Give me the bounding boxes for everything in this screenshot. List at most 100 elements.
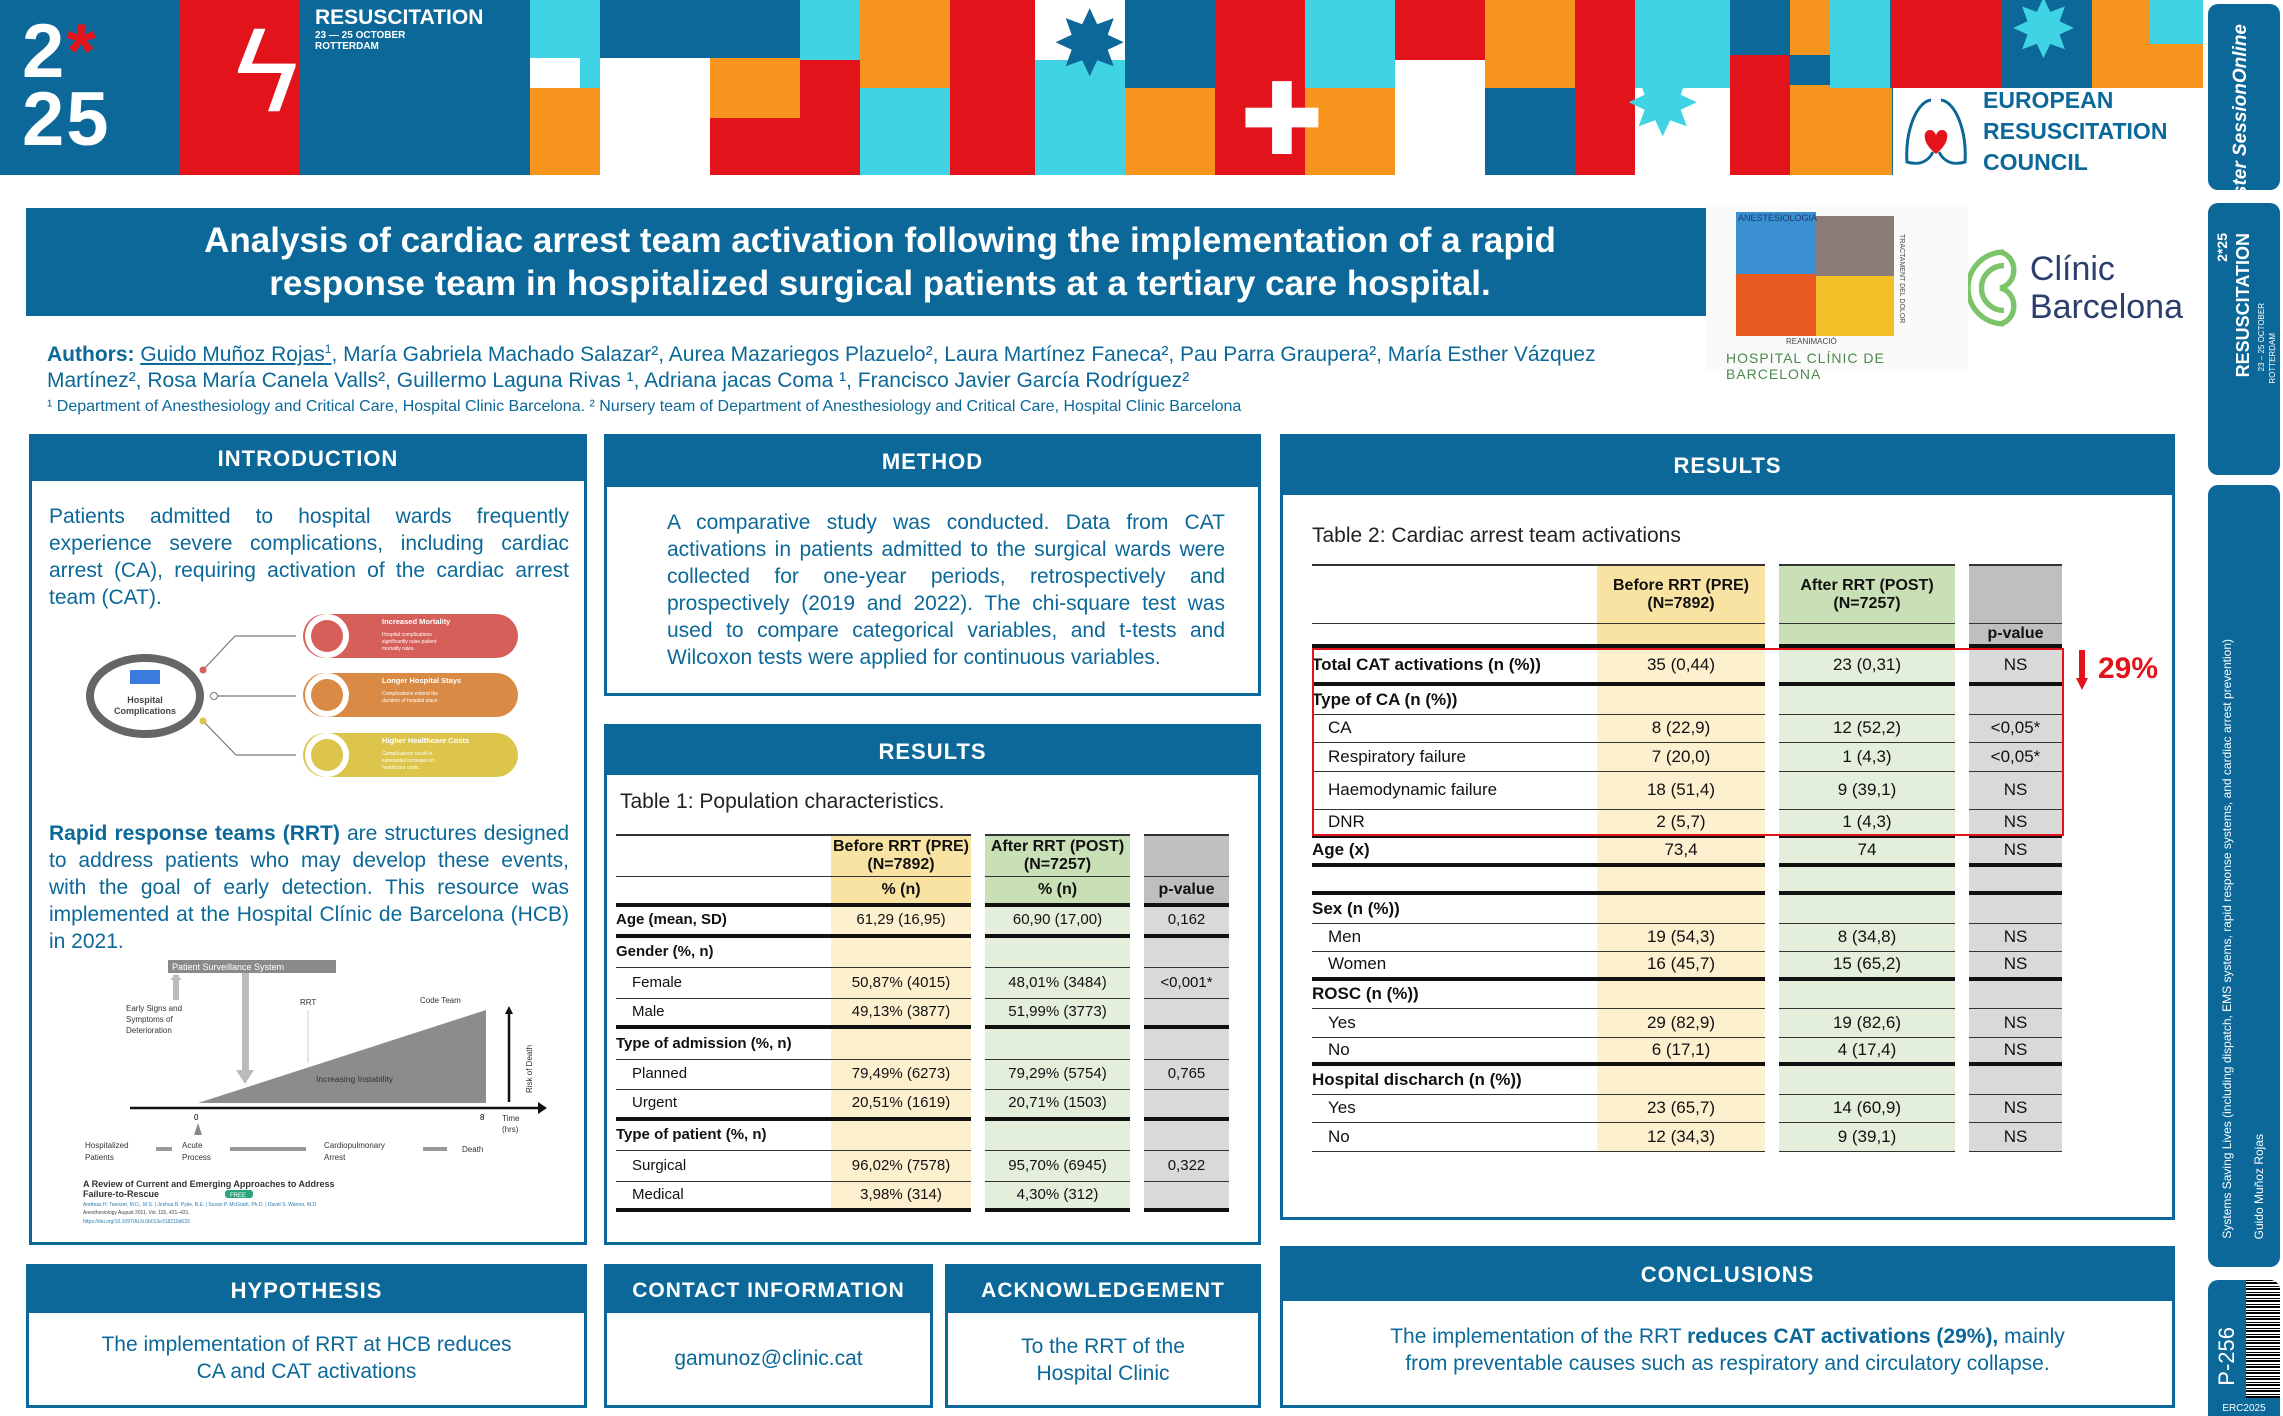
- banner-tile: [1635, 0, 1730, 88]
- row-label: Age (mean, SD): [616, 907, 831, 938]
- population-table: Before RRT (PRE) (N=7892) After RRT (POST)…: [616, 834, 1241, 1212]
- banner-tile: [800, 60, 860, 175]
- mortality-icon: [311, 620, 343, 652]
- results-heading: RESULTS: [607, 727, 1258, 775]
- column-gap: [1955, 838, 1969, 867]
- highlight-box: [1312, 648, 2064, 836]
- author-list: Authors: Guido Muñoz Rojas1, María Gabri…: [47, 336, 1702, 394]
- table2-caption: Table 2: Cardiac arrest team activations: [1312, 524, 1681, 548]
- time-label: Time: [502, 1114, 520, 1123]
- table-row: DNR 2 (5,7) 1 (4,3) NS: [1312, 809, 2062, 838]
- row-label: Yes: [1312, 1094, 1597, 1123]
- table-row: CA 8 (22,9) 12 (52,2) <0,05*: [1312, 714, 2062, 743]
- flow-label: Hospitalized: [85, 1141, 129, 1150]
- column-gap: [1955, 714, 1969, 743]
- instability-area: [198, 1010, 486, 1103]
- pre-value: 7 (20,0): [1597, 743, 1765, 772]
- column-gap: [1955, 980, 1969, 1009]
- contact-email-link[interactable]: gamunoz@clinic.cat: [674, 1347, 863, 1370]
- column-gap: [1765, 1037, 1779, 1066]
- conclusion-highlight: reduces CAT activations (29%),: [1687, 1325, 1999, 1348]
- code-team-label: Code Team: [420, 996, 461, 1005]
- year-logo: 2* 25: [22, 14, 111, 158]
- pre-value: 50,87% (4015): [831, 968, 971, 999]
- post-value: 20,71% (1503): [985, 1090, 1130, 1121]
- p-value: NS: [1969, 1037, 2062, 1066]
- row-label: Surgical: [616, 1151, 831, 1182]
- hypothesis-heading: HYPOTHESIS: [29, 1267, 584, 1313]
- row-label: No: [1312, 1037, 1597, 1066]
- p-value: [1144, 937, 1229, 968]
- p-value: [1144, 1120, 1229, 1151]
- column-gap: [1955, 686, 1969, 715]
- results-heading: RESULTS: [1283, 437, 2172, 495]
- table-row: Respiratory failure 7 (20,0) 1 (4,3) <0,05*: [1312, 743, 2062, 772]
- pre-title: Before RRT (PRE): [832, 838, 969, 855]
- banner-tile: [1395, 0, 1485, 60]
- column-gap: [1130, 907, 1144, 938]
- reference-doi-link[interactable]: https://doi.org/10.1097/ALN.0b013e318219…: [83, 1219, 190, 1225]
- table-row: No 12 (34,3) 9 (39,1) NS: [1312, 1123, 2062, 1152]
- subheader-pre: [1597, 624, 1765, 648]
- post-title: After RRT (POST): [1800, 576, 1934, 594]
- year-top: 2: [22, 9, 67, 94]
- row-label: Total CAT activations (n (%)): [1312, 648, 1597, 686]
- title-line: Analysis of cardiac arrest team activati…: [204, 221, 1556, 260]
- subheader-empty-cell: [616, 877, 831, 907]
- authors-label: Authors:: [47, 343, 135, 366]
- rrt-label: RRT: [300, 998, 316, 1007]
- hypothesis-line: The implementation of RRT at HCB reduces: [101, 1333, 512, 1356]
- column-gap: [1955, 923, 1969, 952]
- post-value: [1779, 686, 1955, 715]
- row-label: Type of CA (n (%)): [1312, 686, 1597, 715]
- column-gap: [1955, 648, 1969, 686]
- lightning-icon: ϟ: [235, 3, 299, 137]
- title-line: response team in hospitalized surgical p…: [269, 264, 1491, 303]
- table-row: Type of CA (n (%)): [1312, 686, 2062, 715]
- conclusion-text: The implementation of the RRT: [1390, 1325, 1688, 1348]
- logo-dept-bottom: REANIMACIÓ: [1786, 337, 1837, 346]
- row-label: Age (x): [1312, 838, 1597, 867]
- p-value: NS: [1969, 771, 2062, 810]
- post-value: [985, 937, 1130, 968]
- pre-value: 2 (5,7): [1597, 809, 1765, 838]
- column-gap: [1765, 564, 1779, 624]
- early-signs-label: Deterioration: [126, 1026, 172, 1035]
- column-gap: [971, 1181, 985, 1212]
- erc-logo: EUROPEAN RESUSCITATION COUNCIL: [1893, 87, 2203, 175]
- row-label: Haemodynamic failure: [1312, 771, 1597, 810]
- conclusions-panel: CONCLUSIONS The implementation of the RR…: [1280, 1246, 2175, 1408]
- banner-tile: [180, 0, 300, 175]
- logo-block: [1736, 274, 1816, 336]
- banner-tile: [1305, 88, 1395, 175]
- banner-tile: [600, 58, 710, 175]
- table-row: [1312, 866, 2062, 895]
- column-gap: [1765, 838, 1779, 867]
- pre-n: (N=7892): [867, 856, 935, 873]
- row-label: Men: [1312, 923, 1597, 952]
- flow-label: Arrest: [324, 1153, 346, 1162]
- star-icon: ✸: [1052, 0, 1128, 95]
- post-value: 48,01% (3484): [985, 968, 1130, 999]
- column-gap: [1130, 998, 1144, 1029]
- cost-icon: [311, 739, 343, 771]
- subheader-p-value: p-value: [1144, 877, 1229, 907]
- banner-tile: [1790, 85, 1830, 175]
- heart-icon: ♥: [395, 49, 485, 175]
- first-author-link[interactable]: Guido Muñoz Rojas1: [140, 342, 331, 366]
- row-label: No: [1312, 1123, 1597, 1152]
- p-value: [1144, 998, 1229, 1029]
- reference-journal: Anesthesiology August 2011, Vol. 115, 42…: [83, 1210, 190, 1216]
- column-gap: [1955, 1123, 1969, 1152]
- table-row: Women 16 (45,7) 15 (65,2) NS: [1312, 952, 2062, 981]
- pre-value: 6 (17,1): [1597, 1037, 1765, 1066]
- clinic-line: Clínic: [2029, 250, 2115, 288]
- row-label: Type of admission (%, n): [616, 1029, 831, 1060]
- connector-dot: [199, 666, 207, 674]
- pre-value: 61,29 (16,95): [831, 907, 971, 938]
- conclusion-line: from preventable causes such as respirat…: [1405, 1352, 2050, 1375]
- pill-title: Increased Mortality: [382, 617, 451, 626]
- column-gap: [1765, 1094, 1779, 1123]
- pre-value: 96,02% (7578): [831, 1151, 971, 1182]
- complication-pill: [303, 733, 518, 777]
